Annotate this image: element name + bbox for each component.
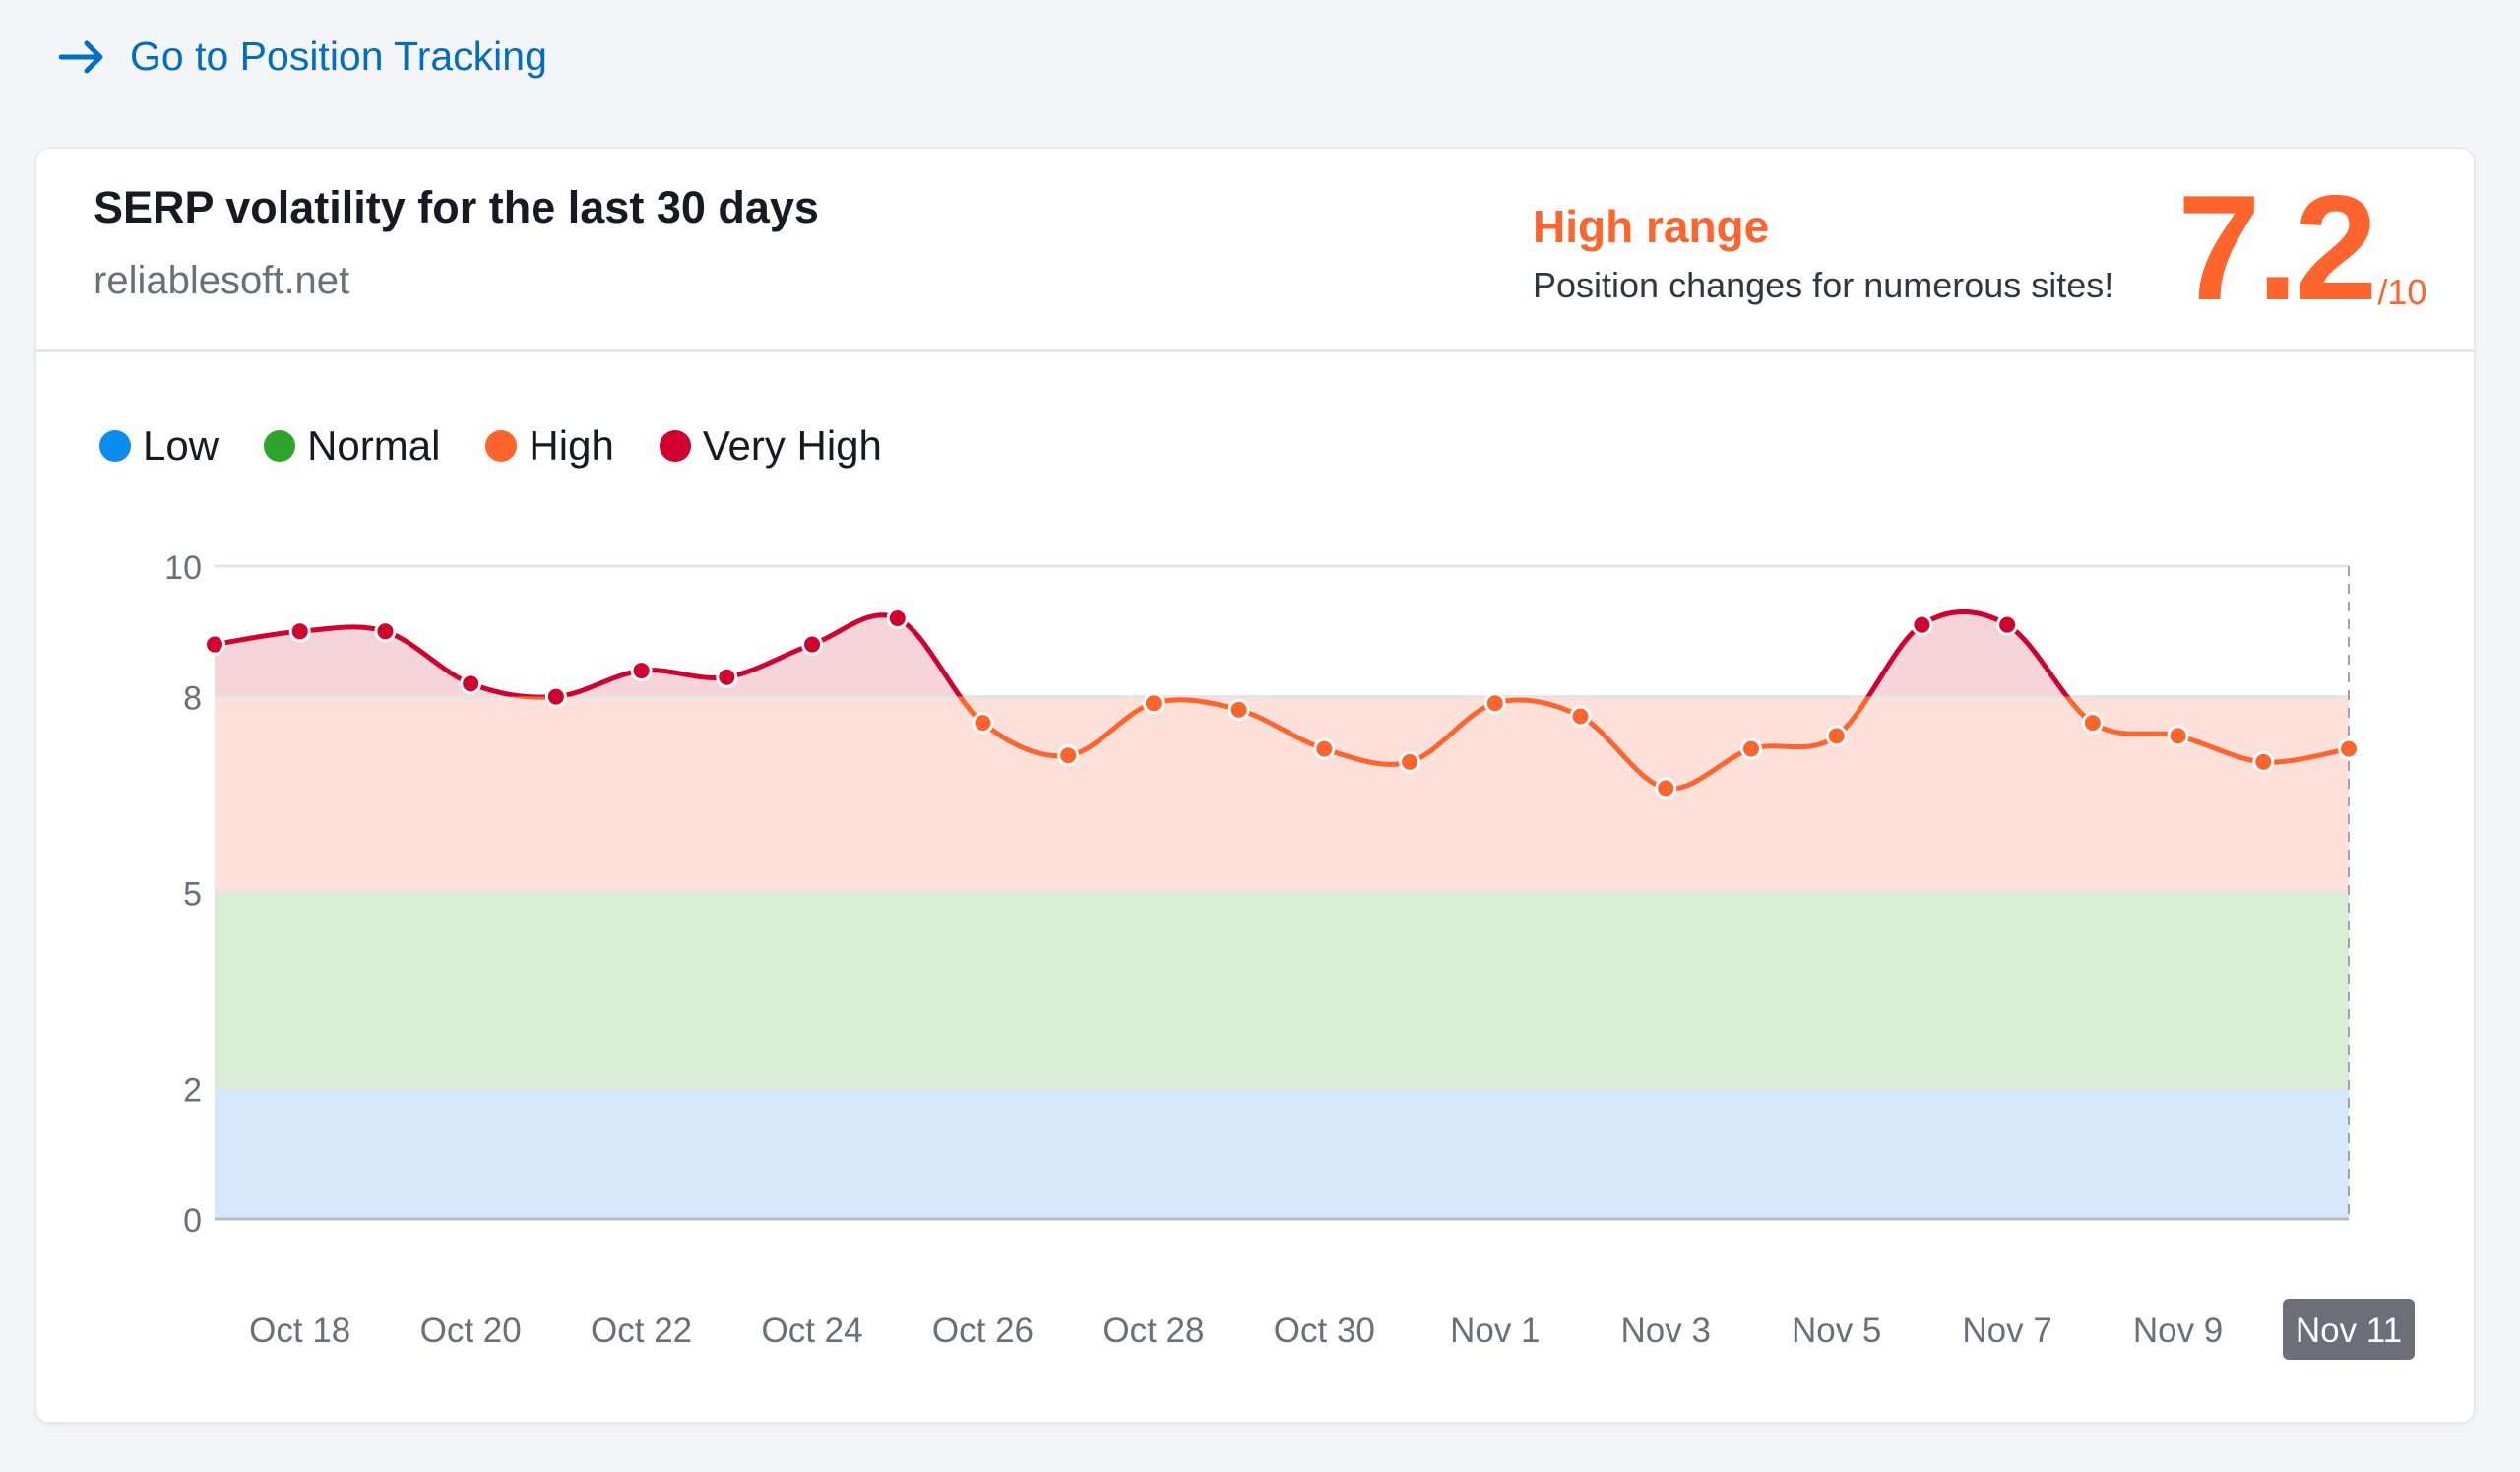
x-tick-label: Nov 3 xyxy=(1621,1312,1711,1350)
data-point xyxy=(630,660,653,682)
data-point xyxy=(544,685,567,708)
data-point xyxy=(1057,744,1080,767)
data-point xyxy=(1483,692,1506,715)
range-label: High range xyxy=(1533,201,1770,252)
score-value: 7.2 xyxy=(2177,164,2377,332)
legend-label-high: High xyxy=(529,422,614,469)
y-tick-label: 0 xyxy=(183,1202,202,1240)
x-tick-label: Nov 9 xyxy=(2133,1312,2223,1350)
band-low xyxy=(215,1088,2349,1219)
data-point xyxy=(1228,698,1250,721)
legend-dot-normal xyxy=(264,430,296,462)
y-tick-label: 8 xyxy=(183,680,202,718)
legend-label-normal: Normal xyxy=(307,422,441,469)
volatility-chart: 0 2 5 8 10 Oct 18 Oct 20 Oct 22 Oct 24 Oct 26 Oct … xyxy=(164,549,2415,1360)
y-tick-label: 10 xyxy=(164,549,202,587)
chart-legend: Low Normal High Very High xyxy=(99,422,882,470)
score-max: /10 xyxy=(2377,272,2427,312)
legend-dot-high xyxy=(485,430,518,462)
legend-item-low[interactable]: Low xyxy=(99,422,219,470)
x-tick-label: Nov 1 xyxy=(1450,1312,1540,1350)
x-tick-label: Nov 5 xyxy=(1792,1312,1881,1350)
y-tick-label: 5 xyxy=(183,876,202,914)
series-line-very-high xyxy=(214,608,2071,697)
data-point xyxy=(1142,692,1165,715)
data-point xyxy=(1399,750,1421,773)
data-point xyxy=(886,608,909,630)
go-to-position-tracking-link[interactable]: Go to Position Tracking xyxy=(59,33,547,80)
data-point xyxy=(460,672,482,695)
legend-label-very-high: Very High xyxy=(702,422,882,469)
data-point xyxy=(1655,777,1677,800)
legend-label-low: Low xyxy=(143,422,220,469)
legend-item-normal[interactable]: Normal xyxy=(264,422,440,470)
band-normal xyxy=(215,892,2349,1089)
x-tick-label: Oct 20 xyxy=(420,1312,522,1350)
legend-dot-very-high xyxy=(659,430,691,462)
data-point xyxy=(972,712,994,735)
legend-item-high[interactable]: High xyxy=(485,422,614,470)
x-tick-selected-bg xyxy=(2283,1299,2415,1360)
data-point xyxy=(1739,737,1762,760)
x-tick-label: Oct 24 xyxy=(761,1312,862,1350)
arrow-right-icon xyxy=(59,40,103,73)
data-point xyxy=(2081,712,2104,735)
card-title: SERP volatility for the last 30 days xyxy=(94,182,819,232)
x-tick-label: Oct 28 xyxy=(1102,1312,1204,1350)
data-point xyxy=(288,620,311,643)
x-tick-label: Oct 18 xyxy=(249,1312,350,1350)
data-point xyxy=(1996,613,2019,636)
y-tick-label: 2 xyxy=(183,1071,202,1109)
card-header: SERP volatility for the last 30 days rel… xyxy=(36,149,2474,352)
data-point xyxy=(1911,613,1933,636)
data-point xyxy=(2167,725,2189,747)
band-high xyxy=(215,696,2349,893)
x-tick-label: Oct 26 xyxy=(932,1312,1034,1350)
x-tick-label: Oct 22 xyxy=(591,1312,692,1350)
go-to-position-tracking-label: Go to Position Tracking xyxy=(130,33,547,79)
legend-item-very-high[interactable]: Very High xyxy=(659,422,882,470)
domain-label: reliablesoft.net xyxy=(94,259,350,302)
data-point xyxy=(2252,750,2275,773)
data-point xyxy=(801,633,824,656)
data-point xyxy=(2338,737,2360,760)
x-tick-label-selected: Nov 11 xyxy=(2296,1312,2402,1350)
serp-volatility-card: SERP volatility for the last 30 days rel… xyxy=(35,148,2475,1423)
range-description: Position changes for numerous sites! xyxy=(1533,265,2114,305)
series-line-high xyxy=(508,696,2350,792)
data-point xyxy=(1313,737,1336,760)
x-tick-label: Oct 30 xyxy=(1274,1312,1375,1350)
data-point xyxy=(716,666,738,688)
data-point xyxy=(1825,725,1848,747)
legend-dot-low xyxy=(99,430,131,462)
x-tick-label: Nov 7 xyxy=(1962,1312,2051,1350)
data-point xyxy=(1569,705,1592,728)
data-point xyxy=(374,620,397,643)
data-point xyxy=(204,633,225,656)
volatility-score: 7.2 /10 xyxy=(2177,164,2427,332)
